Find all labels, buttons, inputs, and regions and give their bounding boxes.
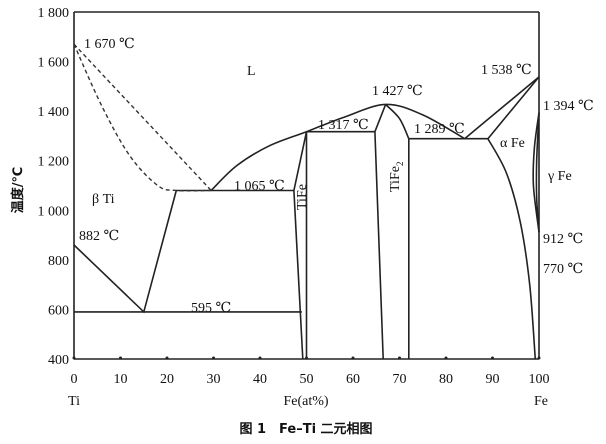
x-left-label: Ti [68, 394, 80, 409]
label-beta-ti: β Ti [92, 192, 115, 207]
x-tick-mark [258, 356, 262, 360]
label-595: 595 ℃ [191, 301, 231, 316]
x-tick-mark [444, 356, 448, 360]
x-tick-mark [165, 356, 169, 360]
x-tick-label: 70 [393, 372, 407, 387]
label-1538: 1 538 ℃ [481, 63, 532, 78]
x-tick-label: 90 [486, 372, 500, 387]
x-axis-label: Fe(at%) [283, 394, 328, 409]
x-tick-mark [351, 356, 355, 360]
x-tick-label: 60 [346, 372, 360, 387]
label-770: 770 ℃ [543, 262, 583, 277]
label-gamma-fe: γ Fe [547, 169, 572, 184]
y-axis-label: 温度/℃ [10, 167, 26, 214]
y-tick-label: 1 600 [38, 56, 70, 71]
label-1670: 1 670 ℃ [84, 37, 135, 52]
phase-boundary-curve [532, 112, 540, 233]
phase-boundary-line [73, 190, 178, 314]
label-1427: 1 427 ℃ [372, 84, 423, 99]
label-912: 912 ℃ [543, 232, 583, 247]
phase-boundary-line [293, 131, 308, 191]
dashed-boundary-curve [73, 43, 212, 192]
phase-boundary-curve [487, 138, 537, 360]
x-tick-mark [212, 356, 215, 360]
phase-boundary-line [374, 104, 387, 132]
phase-boundaries [73, 43, 540, 360]
label-alpha-fe: α Fe [500, 136, 525, 151]
x-tick-mark [119, 356, 122, 360]
label-tife2-base: TiFe2 [388, 162, 405, 192]
x-right-label: Fe [534, 394, 548, 409]
phase-boundary-curve [535, 112, 540, 233]
phase-boundary-line [374, 131, 384, 360]
x-tick-label: 30 [207, 372, 221, 387]
phase-boundary-line [464, 76, 540, 140]
axis-ticks: 0 10 20 30 40 50 60 70 80 90 100 400 600 800 1 000 1 20… [38, 6, 550, 387]
x-tick-mark [491, 356, 494, 360]
label-tife: TiFe [295, 184, 310, 210]
x-tick-label: 10 [114, 372, 128, 387]
x-tick-label: 100 [529, 372, 550, 387]
phase-boundary-curve [384, 103, 410, 139]
label-liquid: L [247, 64, 256, 79]
x-tick-mark [537, 356, 541, 360]
phase-boundary-line [293, 190, 304, 360]
dashed-boundary-curve [73, 43, 212, 191]
y-tick-label: 1 000 [38, 204, 70, 219]
phase-boundary-line [487, 76, 540, 140]
y-tick-label: 600 [48, 303, 69, 318]
label-882: 882 ℃ [79, 229, 119, 244]
x-tick-mark [398, 356, 401, 360]
label-1289: 1 289 ℃ [414, 122, 465, 137]
y-tick-label: 800 [48, 254, 69, 269]
x-tick-mark [72, 356, 76, 360]
x-tick-label: 0 [71, 372, 78, 387]
figure-caption: 图 1 Fe–Ti 二元相图 [239, 421, 372, 437]
y-tick-label: 400 [48, 353, 69, 368]
x-tick-label: 80 [439, 372, 453, 387]
x-tick-label: 40 [253, 372, 267, 387]
y-tick-label: 1 800 [38, 6, 70, 21]
label-1317: 1 317 ℃ [318, 118, 369, 133]
label-1065: 1 065 ℃ [234, 179, 285, 194]
label-1394: 1 394 ℃ [543, 99, 594, 114]
y-tick-label: 1 400 [38, 105, 70, 120]
y-tick-label: 1 200 [38, 155, 70, 170]
phase-boundary-curve [210, 103, 465, 192]
x-tick-label: 50 [300, 372, 314, 387]
label-tife2: TiFe2 [388, 162, 405, 192]
x-tick-label: 20 [160, 372, 174, 387]
